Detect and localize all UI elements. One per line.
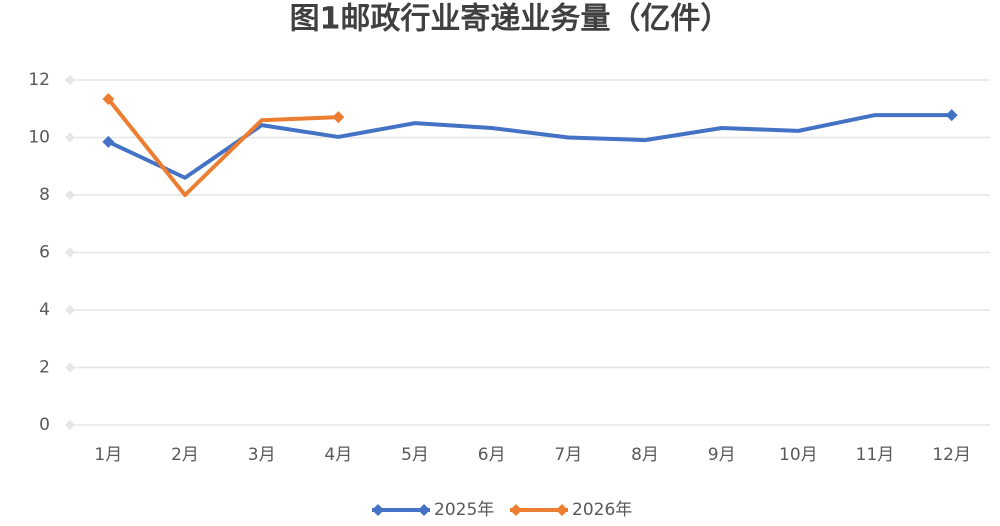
tick-marker [65, 420, 75, 430]
x-tick-label: 10月 [779, 445, 818, 465]
point-marker [332, 111, 345, 124]
point-marker [102, 92, 115, 105]
x-tick-label: 11月 [856, 445, 895, 465]
tick-marker [65, 305, 75, 315]
series-line [106, 97, 339, 197]
tick-marker [65, 132, 75, 143]
x-tick-label: 7月 [554, 445, 582, 465]
y-tick-label: 6 [39, 243, 50, 263]
point-marker [102, 135, 115, 148]
tick-marker [65, 247, 75, 258]
x-tick-label: 1月 [94, 445, 122, 465]
tick-marker [65, 190, 75, 200]
x-tick-label: 3月 [248, 445, 276, 465]
legend-label: 2025年 [434, 500, 494, 520]
y-tick-label: 2 [39, 358, 50, 378]
tick-marker [65, 75, 75, 85]
y-tick-label: 8 [39, 185, 50, 205]
x-tick-label: 8月 [631, 445, 659, 465]
x-tick-label: 4月 [324, 445, 352, 465]
point-marker [945, 109, 958, 122]
x-tick-label: 12月 [932, 445, 971, 465]
tick-marker [65, 362, 75, 373]
x-tick-label: 9月 [708, 445, 736, 465]
y-tick-label: 0 [39, 415, 50, 435]
x-tick-label: 6月 [478, 445, 506, 465]
y-tick-label: 4 [39, 300, 50, 320]
legend-marker [510, 504, 568, 516]
x-tick-label: 5月 [401, 445, 429, 465]
chart-title: 图1邮政行业寄递业务量（亿件） [290, 2, 731, 37]
legend-label: 2026年 [572, 500, 632, 520]
y-tick-label: 10 [28, 128, 50, 148]
x-tick-label: 2月 [171, 445, 199, 465]
y-tick-label: 12 [28, 70, 50, 90]
legend-marker [372, 504, 430, 516]
